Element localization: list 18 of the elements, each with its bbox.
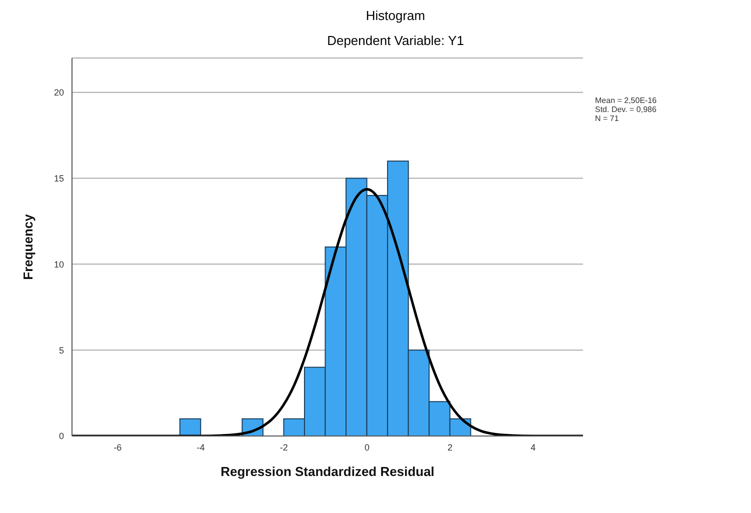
y-axis-title: Frequency [20, 213, 36, 280]
x-tick-label: 2 [448, 442, 453, 452]
y-tick-label: 5 [58, 345, 64, 356]
x-tick-label: 4 [530, 442, 536, 452]
chart-title: Histogram [364, 8, 426, 23]
x-tick-label: 0 [364, 442, 370, 452]
y-tick-label: 20 [54, 88, 64, 98]
text: N = 71 [595, 114, 620, 123]
y-tick-label: 15 [54, 173, 64, 184]
text: Std. Dev. = 0,986 [595, 105, 657, 114]
x-tick-label: -4 [196, 442, 205, 452]
y-tick-label: 0 [58, 431, 64, 442]
x-tick-label: -6 [114, 442, 122, 452]
text: Mean = 2,50E-16 [595, 96, 657, 105]
y-tick-label: 10 [54, 259, 64, 270]
x-axis-title: Regression Standardized Residual [220, 464, 434, 479]
chart-subtitle: Dependent Variable: Y1 [326, 33, 465, 48]
x-tick-label: -2 [280, 442, 288, 452]
